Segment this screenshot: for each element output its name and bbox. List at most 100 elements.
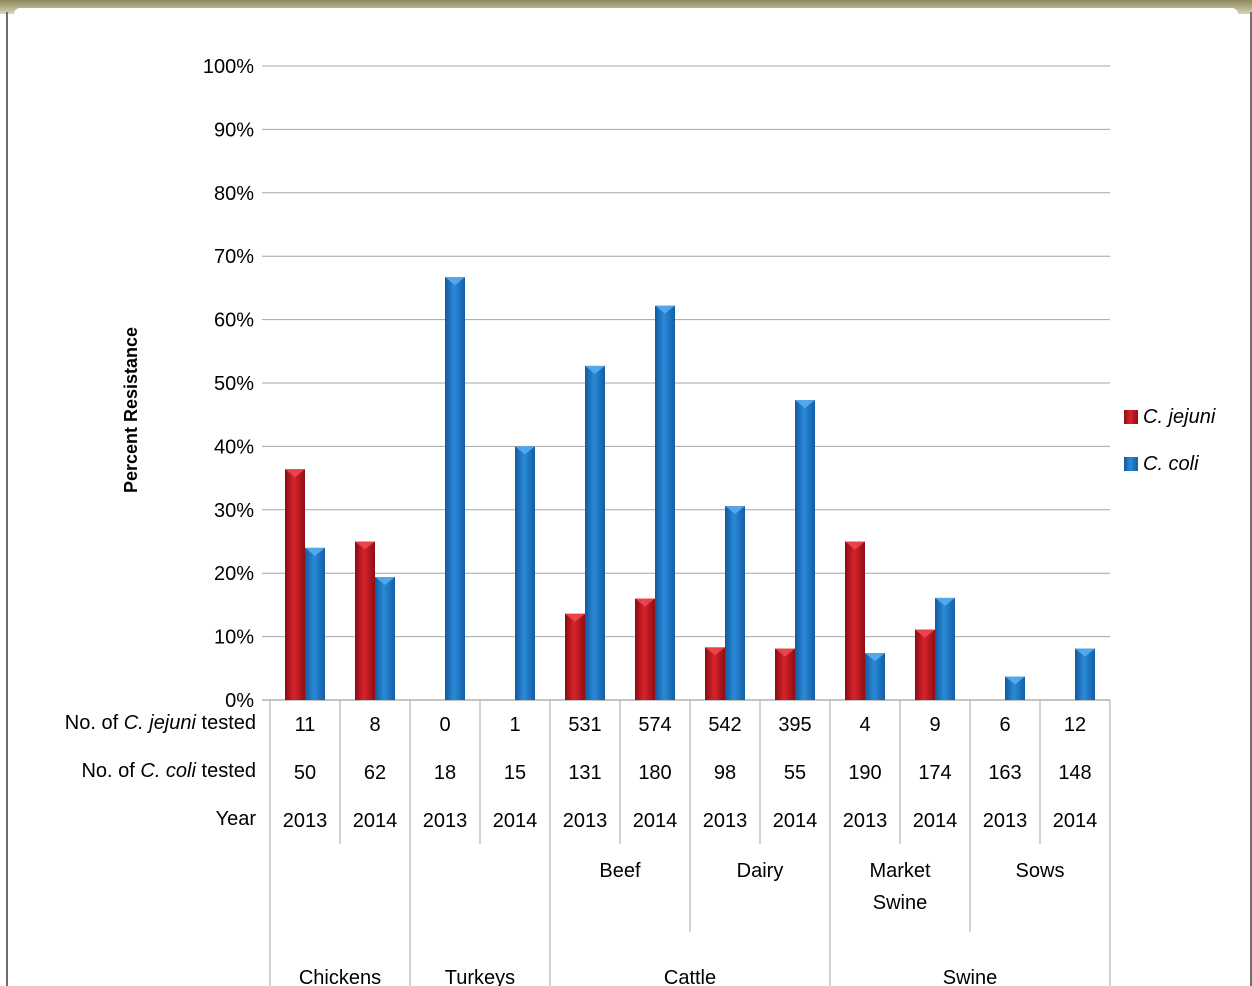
label-italic-part: C. coli <box>140 760 196 782</box>
table-cell: 574 <box>638 714 671 736</box>
bar-c-coli <box>725 505 745 700</box>
bar-c-jejuni <box>915 629 935 700</box>
bar-body <box>915 629 935 700</box>
y-axis-title: Percent Resistance <box>121 327 141 493</box>
bar-c-coli <box>515 446 535 700</box>
y-tick-label: 70% <box>214 246 254 268</box>
bar-cap <box>515 446 535 455</box>
table-cell: 190 <box>848 762 881 784</box>
table-cell: 12 <box>1064 714 1086 736</box>
bar-c-jejuni <box>775 648 795 700</box>
legend-label: C. jejuni <box>1143 406 1216 428</box>
bar-body <box>725 505 745 700</box>
label-part: tested <box>196 712 256 734</box>
bar-cap <box>565 613 585 622</box>
table-cell: 2013 <box>423 810 468 832</box>
bar-c-jejuni <box>565 613 585 700</box>
bar-cap <box>795 400 815 409</box>
gridlines <box>262 65 1110 701</box>
bar-cap <box>705 647 725 656</box>
table-cell: 2014 <box>913 810 958 832</box>
subgroup-label: Market <box>869 860 931 882</box>
table-cell: 2014 <box>633 810 678 832</box>
bar-c-coli <box>445 277 465 700</box>
y-tick-label: 20% <box>214 563 254 585</box>
bar-body <box>865 653 885 700</box>
label-part: No. of <box>65 712 124 734</box>
subgroup-label: Dairy <box>737 860 784 882</box>
table-cell: 174 <box>918 762 951 784</box>
subgroup-label: Sows <box>1016 860 1065 882</box>
window-top-border <box>0 0 1252 14</box>
bar-c-coli <box>375 577 395 700</box>
table-cell: 395 <box>778 714 811 736</box>
y-tick-label: 0% <box>225 690 254 712</box>
bar-body <box>635 598 655 700</box>
bar-c-coli <box>1075 648 1095 700</box>
table-cell: 542 <box>708 714 741 736</box>
bar-cap <box>305 547 325 556</box>
axis-labels: 0% 10% 20% 30% 40% 50% 60% 70% 80% 90% 100% Percent… <box>121 56 254 712</box>
table-cell: 2013 <box>283 810 328 832</box>
bar-c-coli <box>935 597 955 700</box>
bar-body <box>515 446 535 700</box>
bar-c-coli <box>585 365 605 700</box>
group-label: Turkeys <box>445 967 515 986</box>
legend-label: C. coli <box>1143 453 1199 475</box>
bar-cap <box>1005 676 1025 685</box>
bar-cap <box>935 597 955 606</box>
legend-swatch <box>1124 457 1138 471</box>
bar-body <box>285 469 305 700</box>
bar-c-coli <box>795 400 815 700</box>
bar-body <box>1005 676 1025 700</box>
table-cell: 18 <box>434 762 456 784</box>
bar-body <box>565 613 585 700</box>
subgroup-label: Swine <box>873 892 927 914</box>
bar-body <box>355 541 375 700</box>
table-cell: 2014 <box>1053 810 1098 832</box>
table-cell: 98 <box>714 762 736 784</box>
bar-c-jejuni <box>355 541 375 700</box>
bar-c-jejuni <box>285 469 305 700</box>
bar-body <box>1075 648 1095 700</box>
legend-item: C. coli <box>1124 453 1199 475</box>
bar-body <box>375 577 395 700</box>
table-cell: 15 <box>504 762 526 784</box>
bar-body <box>935 597 955 700</box>
legend: C. jejuni C. coli <box>1124 406 1216 475</box>
table-cell: 55 <box>784 762 806 784</box>
data-table: No. of C. jejuni tested 11 8 0 1 531 574 542 395… <box>65 700 1111 986</box>
table-cell: 2013 <box>703 810 748 832</box>
bar-cap <box>845 541 865 550</box>
table-cell: 2013 <box>843 810 888 832</box>
bar-c-coli <box>655 305 675 700</box>
group-label: Swine <box>943 967 997 986</box>
table-cell: 8 <box>369 714 380 736</box>
bar-cap <box>375 577 395 586</box>
bar-cap <box>775 648 795 657</box>
bar-cap <box>915 629 935 638</box>
table-row-label: No. of C. jejuni tested <box>65 712 256 734</box>
bar-body <box>445 277 465 700</box>
bar-c-jejuni <box>705 647 725 700</box>
group-label: Cattle <box>664 967 716 986</box>
label-part: No. of <box>81 760 140 782</box>
y-tick-label: 10% <box>214 627 254 649</box>
bar-c-jejuni <box>845 541 865 700</box>
table-cell: 9 <box>929 714 940 736</box>
table-cell: 2014 <box>493 810 538 832</box>
bar-body <box>845 541 865 700</box>
bar-body <box>655 305 675 700</box>
table-row-label: Year <box>216 808 257 830</box>
table-cell: 11 <box>295 714 316 736</box>
bar-cap <box>655 305 675 314</box>
table-cell: 2013 <box>983 810 1028 832</box>
y-tick-label: 30% <box>214 500 254 522</box>
bar-cap <box>585 365 605 374</box>
bar-body <box>585 365 605 700</box>
table-cell: 131 <box>568 762 601 784</box>
table-cell: 180 <box>638 762 671 784</box>
y-tick-label: 100% <box>203 56 254 78</box>
bar-body <box>775 648 795 700</box>
